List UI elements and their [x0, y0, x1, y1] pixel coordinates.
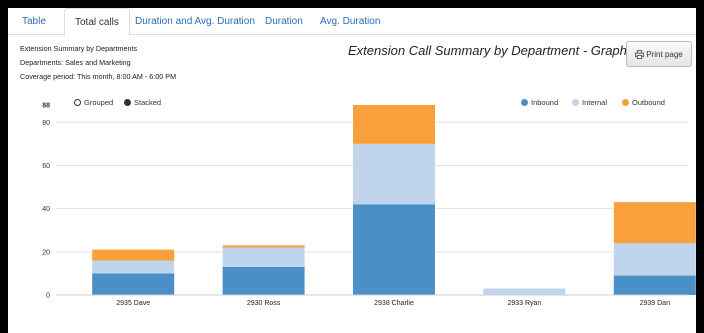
tab-avg-duration[interactable]: Avg. Duration [320, 16, 381, 27]
departments-text: Departments: Sales and Marketing [20, 58, 131, 67]
y-tick-label: 60 [42, 163, 50, 170]
graph-title: Extension Call Summary by Department - G… [348, 43, 627, 58]
printer-icon [635, 49, 645, 59]
x-tick-label: 2930 Ross [247, 300, 281, 307]
grouped-radio[interactable]: Grouped [74, 98, 113, 107]
legend-internal[interactable]: Internal [572, 98, 607, 107]
x-tick-label: 2938 Charlie [374, 300, 414, 307]
bar-segment-internal [92, 260, 175, 274]
coverage-period-text: Coverage period: This month, 8:00 AM - 6… [20, 72, 177, 81]
stacked-radio-circle [124, 99, 131, 106]
y-tick-label: 88 [42, 103, 50, 110]
report-window: Table Total calls Duration and Avg. Dura… [8, 8, 696, 333]
x-tick-label: 2933 Ryan [507, 300, 541, 307]
legend-outbound[interactable]: Outbound [622, 98, 665, 107]
bar-segment-inbound [613, 275, 696, 295]
bar-segment-outbound [353, 105, 435, 144]
bar-segment-inbound [353, 204, 435, 295]
y-tick-label: 80 [42, 120, 50, 127]
legend-inbound[interactable]: Inbound [521, 98, 558, 107]
stacked-bar-chart: 0 20 40 60 80 88 2935 Dave 2930 Ross 2938 Charli… [42, 103, 696, 307]
bar-segment-outbound [613, 202, 696, 244]
bar-segment-internal [483, 288, 566, 295]
print-page-button[interactable]: Print page [626, 41, 692, 67]
tab-bar: Table Total calls Duration and Avg. Dura… [8, 8, 696, 36]
bar-segment-outbound [92, 249, 175, 261]
bar-segment-internal [613, 243, 696, 276]
bar-segment-inbound [222, 266, 305, 295]
legend-outbound-swatch [622, 99, 629, 106]
tab-total-calls[interactable]: Total calls [64, 8, 130, 36]
bar-segment-internal [353, 143, 435, 205]
report-title-text: Extension Summary by Departments [20, 44, 138, 53]
x-tick-label: 2939 Dan [640, 300, 670, 307]
grouped-label: Grouped [84, 98, 114, 107]
bar-segment-inbound [92, 273, 175, 295]
stacked-label: Stacked [134, 98, 162, 107]
legend-internal-swatch [572, 99, 579, 106]
y-tick-label: 40 [42, 206, 50, 213]
tab-duration-avg-duration[interactable]: Duration and Avg. Duration [135, 16, 255, 27]
print-page-label: Print page [646, 49, 683, 59]
bar-segment-internal [222, 247, 305, 267]
legend-inbound-label: Inbound [531, 98, 559, 107]
y-tick-label: 0 [46, 293, 50, 300]
x-tick-label: 2935 Dave [116, 300, 150, 307]
legend-inbound-swatch [521, 99, 528, 106]
y-tick-label: 20 [42, 249, 50, 256]
stacked-radio[interactable]: Stacked [124, 98, 161, 107]
legend-outbound-label: Outbound [632, 98, 665, 107]
legend-internal-label: Internal [582, 98, 608, 107]
tab-duration[interactable]: Duration [265, 16, 303, 27]
bar-segment-outbound [222, 245, 305, 248]
grouped-radio-circle [74, 99, 81, 106]
tab-table[interactable]: Table [22, 16, 46, 27]
